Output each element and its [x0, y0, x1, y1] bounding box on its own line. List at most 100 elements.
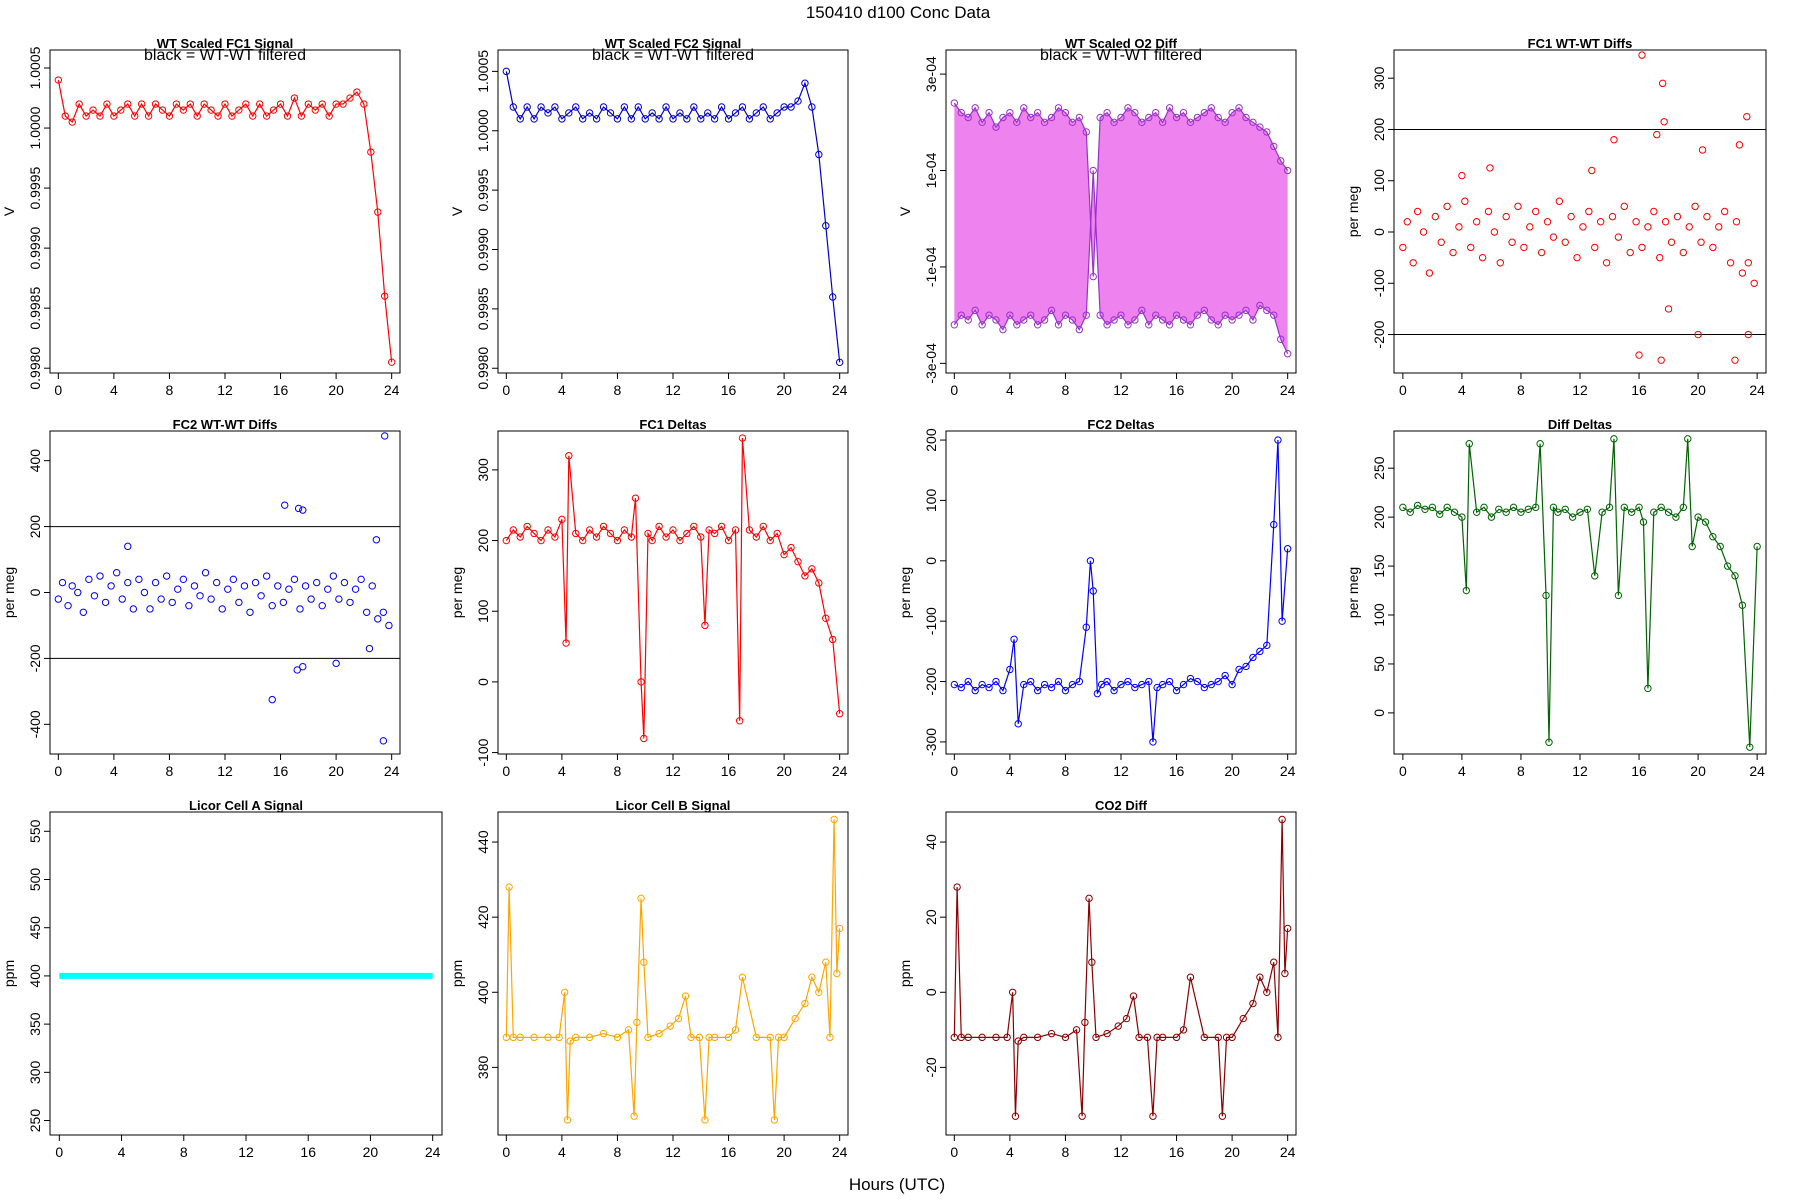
data-point — [662, 103, 670, 111]
data-point — [766, 536, 774, 545]
x-tick-label: 16 — [721, 382, 737, 398]
x-tick-label: 24 — [832, 382, 848, 398]
x-tick-label: 4 — [110, 763, 118, 779]
data-point — [631, 494, 640, 502]
plot-area — [950, 436, 1292, 746]
y-tick-label: -200 — [923, 667, 939, 695]
data-point — [1283, 924, 1292, 933]
data-point — [683, 115, 691, 123]
data-point — [1270, 311, 1278, 319]
data-point — [662, 533, 670, 541]
x-tick-label: 4 — [558, 382, 566, 398]
y-tick-label: 440 — [475, 830, 491, 854]
data-point — [235, 106, 243, 114]
y-tick-label: 100 — [475, 599, 491, 623]
data-point — [1152, 311, 1160, 319]
data-point — [558, 515, 566, 524]
data-point — [759, 522, 767, 531]
data-point — [971, 104, 979, 112]
data-point — [1085, 894, 1093, 903]
data-point — [96, 572, 104, 580]
data-point — [307, 595, 315, 603]
y-axis-label: ppm — [897, 960, 913, 987]
data-point — [950, 99, 959, 107]
data-point — [1657, 503, 1665, 512]
x-tick-label: 20 — [776, 382, 792, 398]
data-point — [185, 601, 193, 610]
data-point — [1653, 130, 1661, 139]
data-point — [585, 109, 594, 117]
data-point — [1632, 218, 1640, 226]
y-tick-label: 200 — [1371, 505, 1387, 529]
data-point — [724, 115, 733, 123]
data-point — [1129, 992, 1138, 1000]
data-point — [324, 585, 332, 593]
data-point — [90, 592, 99, 600]
plot-frame — [49, 49, 401, 374]
data-point — [1472, 218, 1481, 226]
data-point — [565, 452, 573, 460]
data-point — [299, 506, 307, 514]
data-point — [1549, 233, 1558, 241]
data-point — [144, 112, 153, 120]
y-tick-label: 50 — [1371, 656, 1387, 672]
data-point — [224, 585, 232, 593]
chart-panels: 0 4 8 12 16 20 24 0.9980 0.9985 0.9990 0.9995 1.000… — [1, 36, 1767, 1160]
data-point — [1455, 223, 1463, 231]
data-point — [1097, 680, 1106, 689]
data-point — [1131, 316, 1139, 324]
y-tick-label: 100 — [1371, 603, 1387, 627]
data-point — [1664, 305, 1673, 313]
x-tick-label: 4 — [558, 1144, 566, 1160]
x-tick-label: 24 — [1749, 763, 1765, 779]
x-tick-label: 16 — [1631, 763, 1647, 779]
data-point — [637, 678, 645, 686]
data-point — [1165, 104, 1174, 112]
data-point — [1403, 218, 1411, 226]
data-point — [246, 608, 254, 616]
data-point — [1103, 1029, 1111, 1038]
panel-title: WT Scaled O2 Diff — [1065, 36, 1178, 51]
data-point — [1082, 623, 1090, 631]
data-point — [1242, 113, 1250, 122]
data-point — [1567, 212, 1575, 221]
data-point — [1207, 680, 1215, 689]
x-tick-label: 4 — [110, 382, 118, 398]
y-tick-label: 0.9995 — [27, 166, 43, 209]
x-tick-label: 12 — [665, 382, 681, 398]
data-point — [1467, 243, 1475, 252]
data-point — [1509, 503, 1518, 512]
x-tick-label: 24 — [1280, 763, 1296, 779]
y-tick-label: 300 — [475, 458, 491, 482]
data-point — [290, 575, 299, 584]
data-point — [311, 106, 319, 114]
data-point — [107, 582, 115, 590]
data-point — [1598, 508, 1606, 516]
data-point — [1193, 311, 1202, 319]
data-point — [1124, 321, 1132, 329]
data-point — [992, 677, 1000, 686]
data-point — [666, 1022, 674, 1030]
data-point — [1478, 253, 1487, 262]
data-point — [551, 533, 559, 541]
data-point — [835, 358, 844, 367]
data-point — [1277, 157, 1285, 165]
data-point — [516, 533, 524, 541]
data-point — [332, 100, 340, 108]
data-point — [172, 100, 181, 108]
panel-title: Diff Deltas — [1548, 417, 1612, 432]
data-point — [794, 97, 802, 105]
x-tick-label: 8 — [614, 1144, 622, 1160]
x-tick-label: 12 — [217, 763, 233, 779]
data-point — [381, 292, 389, 300]
data-point — [738, 973, 747, 981]
data-point — [752, 533, 761, 541]
data-point — [640, 958, 648, 966]
x-tick-label: 20 — [328, 763, 344, 779]
x-tick-label: 8 — [180, 1144, 188, 1160]
data-point — [1131, 683, 1139, 692]
data-point — [1495, 505, 1503, 514]
data-point — [1436, 510, 1444, 518]
y-tick-label: 550 — [27, 819, 43, 843]
